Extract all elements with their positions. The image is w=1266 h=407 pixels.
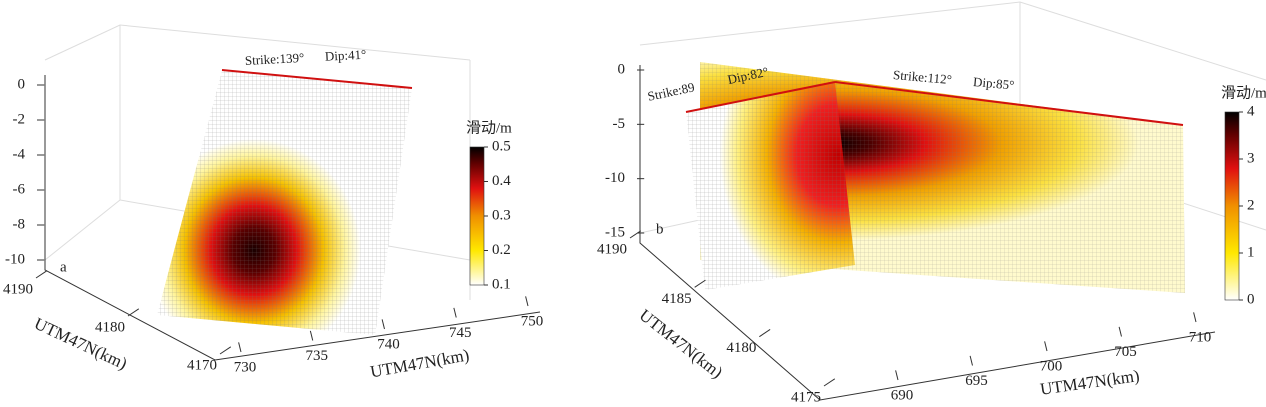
z-tick-label: -6 (13, 181, 26, 197)
z-tick-label: -2 (13, 111, 26, 127)
colorbar-tick-label: 0.2 (492, 242, 511, 258)
north-tick (35, 270, 48, 279)
colorbar-tick-label: 0.5 (492, 138, 511, 154)
north-axis-label: UTM47N(km) (636, 305, 727, 382)
colorbar-tick-label: 1 (1247, 244, 1255, 260)
z-tick-label: -10 (605, 170, 625, 186)
north-tick (823, 378, 836, 387)
east-tick-label: 700 (1040, 358, 1063, 374)
colorbar-tick-label: 2 (1247, 197, 1255, 213)
north-tick (629, 230, 642, 239)
north-tick-label: 4185 (662, 291, 692, 307)
north-tick (759, 329, 771, 338)
colorbar (469, 146, 485, 286)
colorbar-tick-label: 0 (1247, 291, 1255, 307)
colorbar-title: 滑动/m (466, 119, 512, 136)
east-tick (309, 330, 314, 341)
fault-dip: Dip:41° (325, 47, 367, 64)
north-tick-label: 4175 (791, 389, 821, 405)
east-tick (1193, 312, 1197, 323)
east-tick-label: 705 (1114, 344, 1137, 360)
z-tick-label: -8 (13, 216, 26, 232)
colorbar-tick-label: 3 (1247, 150, 1255, 166)
north-tick (127, 308, 140, 317)
east-tick-label: 695 (965, 373, 988, 389)
colorbar (1224, 111, 1240, 301)
north-tick-label: 4190 (597, 241, 627, 257)
fault-plane-a (157, 69, 413, 335)
north-tick-label: 4180 (726, 340, 756, 356)
fault-strike: Strike:139° (245, 50, 305, 68)
panel-label: a (60, 259, 67, 275)
fault-strike: Strike:89 (646, 79, 696, 104)
north-tick (694, 279, 706, 288)
fault-strike: Strike:112° (892, 67, 952, 87)
east-tick-label: 690 (891, 387, 914, 403)
east-tick (969, 355, 973, 366)
east-tick (525, 296, 529, 307)
panel-label: b (656, 221, 664, 237)
fault-dip: Dip:85° (972, 74, 1014, 93)
z-tick-label: -10 (5, 251, 25, 267)
z-tick-label: -15 (605, 224, 625, 240)
east-tick-label: 730 (234, 359, 257, 375)
colorbar-tick-label: 4 (1247, 103, 1255, 119)
z-tick-label: 0 (18, 76, 26, 92)
east-tick (453, 307, 457, 318)
east-tick-label: 745 (449, 325, 472, 341)
east-tick (381, 319, 385, 330)
east-tick-label: 740 (377, 336, 400, 352)
east-tick (1118, 326, 1122, 337)
east-tick-label: 750 (521, 313, 544, 329)
colorbar-tick-label: 0.4 (492, 173, 511, 189)
colorbar-title: 滑动/m (1221, 84, 1266, 101)
z-tick-label: 0 (618, 61, 626, 77)
north-tick (219, 346, 232, 355)
colorbar-tick-label: 0.1 (492, 276, 511, 292)
east-tick-label: 710 (1189, 329, 1212, 345)
north-tick-label: 4180 (95, 319, 125, 335)
east-tick (238, 342, 242, 353)
z-tick-label: -4 (13, 146, 26, 162)
panel-b-box (639, 1, 1266, 401)
east-tick (1044, 341, 1048, 352)
east-tick (895, 370, 899, 381)
north-tick-label: 4190 (3, 281, 33, 297)
fault-plane-b1 (685, 81, 855, 290)
east-tick-label: 735 (306, 348, 329, 364)
colorbar-tick-label: 0.3 (492, 207, 511, 223)
north-tick-label: 4170 (187, 357, 217, 373)
z-tick-label: -5 (613, 116, 626, 132)
